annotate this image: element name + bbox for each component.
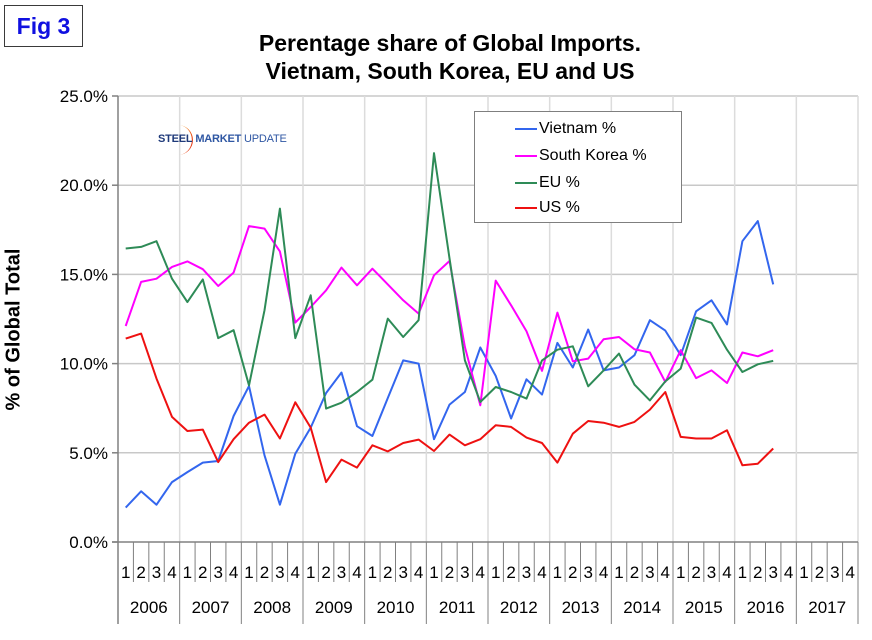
legend-label: Vietnam % bbox=[539, 120, 617, 137]
x-year-label: 2006 bbox=[130, 598, 168, 617]
x-quarter-label: 1 bbox=[368, 563, 377, 582]
x-quarter-label: 4 bbox=[722, 563, 731, 582]
y-tick-labels: 0.0% 5.0% 10.0% 15.0% 20.0% 25.0% bbox=[60, 87, 108, 552]
legend-label: EU % bbox=[539, 174, 580, 191]
x-quarter-label: 1 bbox=[553, 563, 562, 582]
legend-item-eu: EU % bbox=[515, 170, 580, 196]
x-year-label: 2009 bbox=[315, 598, 353, 617]
y-tick-label: 0.0% bbox=[69, 533, 108, 552]
x-quarter-label: 2 bbox=[568, 563, 577, 582]
x-quarter-label: 3 bbox=[645, 563, 654, 582]
x-quarter-label: 4 bbox=[167, 563, 176, 582]
steel-market-update-logo: STEEL MARKET UPDATE bbox=[148, 119, 308, 159]
x-quarter-label: 3 bbox=[707, 563, 716, 582]
x-quarter-label: 4 bbox=[599, 563, 608, 582]
x-quarter-label: 1 bbox=[738, 563, 747, 582]
x-year-label: 2007 bbox=[192, 598, 230, 617]
legend-swatch-south-korea bbox=[515, 155, 537, 157]
x-quarter-label: 4 bbox=[229, 563, 238, 582]
x-quarter-label: 3 bbox=[398, 563, 407, 582]
x-quarter-label: 2 bbox=[383, 563, 392, 582]
series-line-us bbox=[125, 332, 774, 484]
figure-label: Fig 3 bbox=[4, 5, 83, 47]
x-quarter-label: 3 bbox=[213, 563, 222, 582]
x-quarter-label: 3 bbox=[337, 563, 346, 582]
x-quarter-label: 2 bbox=[753, 563, 762, 582]
series-line-vietnam bbox=[124, 220, 775, 509]
x-quarter-label: 4 bbox=[291, 563, 300, 582]
x-quarter-label: 1 bbox=[244, 563, 253, 582]
legend-item-south-korea: South Korea % bbox=[515, 143, 647, 169]
x-year-label: 2012 bbox=[500, 598, 538, 617]
y-tick-label: 10.0% bbox=[60, 355, 108, 374]
x-quarter-label: 1 bbox=[676, 563, 685, 582]
x-year-label: 2014 bbox=[623, 598, 661, 617]
x-quarter-label: 1 bbox=[429, 563, 438, 582]
legend-item-vietnam: Vietnam % bbox=[515, 116, 616, 142]
x-year-label: 2016 bbox=[747, 598, 785, 617]
legend-label: South Korea % bbox=[539, 147, 647, 164]
x-quarter-label: 3 bbox=[152, 563, 161, 582]
x-year-label: 2008 bbox=[253, 598, 291, 617]
x-quarter-label: 1 bbox=[491, 563, 500, 582]
axes bbox=[112, 95, 859, 624]
logo-text: STEEL MARKET UPDATE bbox=[158, 133, 287, 145]
x-quarter-label: 1 bbox=[183, 563, 192, 582]
x-quarter-label: 2 bbox=[198, 563, 207, 582]
x-quarter-label: 2 bbox=[630, 563, 639, 582]
y-tick-label: 15.0% bbox=[60, 265, 108, 284]
y-tick-label: 25.0% bbox=[60, 87, 108, 106]
x-quarter-label: 2 bbox=[506, 563, 515, 582]
legend-swatch-us bbox=[515, 207, 537, 209]
x-quarter-label: 2 bbox=[815, 563, 824, 582]
x-quarter-label: 4 bbox=[476, 563, 485, 582]
x-quarter-label: 1 bbox=[799, 563, 808, 582]
x-quarter-label: 2 bbox=[445, 563, 454, 582]
x-quarter-label: 1 bbox=[306, 563, 315, 582]
x-quarter-label: 1 bbox=[614, 563, 623, 582]
legend-item-us: US % bbox=[515, 195, 580, 221]
x-quarter-label: 3 bbox=[275, 563, 284, 582]
x-quarter-label: 4 bbox=[661, 563, 670, 582]
x-quarter-label: 1 bbox=[121, 563, 130, 582]
x-quarter-label: 4 bbox=[537, 563, 546, 582]
series-lines bbox=[124, 152, 775, 509]
x-quarter-label: 3 bbox=[522, 563, 531, 582]
x-quarter-label: 3 bbox=[583, 563, 592, 582]
y-tick-label: 5.0% bbox=[69, 444, 108, 463]
x-quarter-label: 2 bbox=[691, 563, 700, 582]
x-quarter-label: 2 bbox=[260, 563, 269, 582]
x-year-label: 2017 bbox=[808, 598, 846, 617]
x-quarter-label: 4 bbox=[846, 563, 855, 582]
chart-title: Perentage share of Global Imports. bbox=[258, 30, 642, 56]
legend: Vietnam % South Korea % EU % US % bbox=[474, 111, 682, 223]
x-year-label: 2015 bbox=[685, 598, 723, 617]
x-quarter-label: 4 bbox=[352, 563, 361, 582]
x-quarter-label: 4 bbox=[414, 563, 423, 582]
x-year-label: 2011 bbox=[439, 598, 476, 617]
legend-swatch-vietnam bbox=[515, 128, 537, 130]
legend-swatch-eu bbox=[515, 182, 537, 184]
legend-label: US % bbox=[539, 199, 580, 216]
x-year-label: 2010 bbox=[377, 598, 415, 617]
x-year-label: 2013 bbox=[562, 598, 600, 617]
y-tick-label: 20.0% bbox=[60, 176, 108, 195]
x-quarter-label: 3 bbox=[830, 563, 839, 582]
chart-subtitle: Vietnam, South Korea, EU and US bbox=[265, 58, 635, 84]
x-quarter-label: 3 bbox=[460, 563, 469, 582]
x-quarter-label: 2 bbox=[321, 563, 330, 582]
x-quarter-label: 3 bbox=[768, 563, 777, 582]
series-line-eu bbox=[125, 152, 774, 410]
x-quarter-label: 4 bbox=[784, 563, 793, 582]
x-quarter-label: 2 bbox=[136, 563, 145, 582]
